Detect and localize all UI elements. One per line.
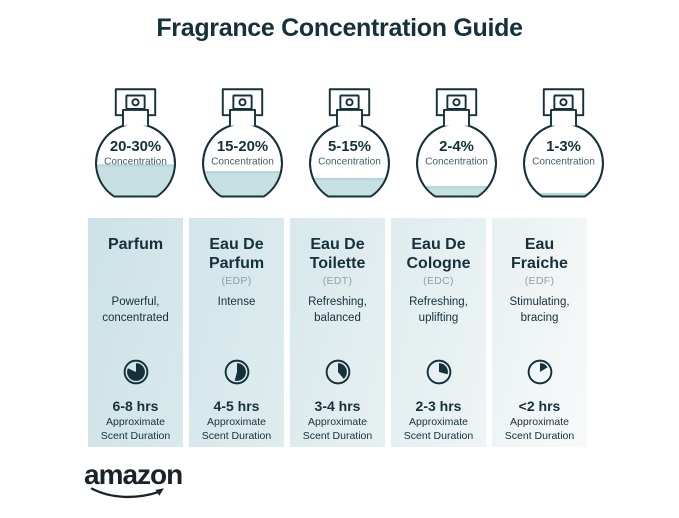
fragrance-abbr: (EDF) — [524, 275, 555, 288]
fragrance-description: Refreshing, uplifting — [409, 296, 468, 325]
clock-pie-icon — [426, 359, 451, 385]
fragrance-description: Refreshing, balanced — [308, 296, 367, 325]
perfume-bottle-icon: 20-30% Concentration — [95, 88, 176, 198]
fragrance-description: Intense — [217, 296, 256, 308]
perfume-bottle-icon: 1-3% Concentration — [523, 88, 604, 198]
concentration-value: 1-3% — [546, 139, 581, 155]
perfume-bottle-icon: 5-15% Concentration — [309, 88, 390, 198]
duration-value: 6-8 hrs — [112, 398, 159, 414]
amazon-logo-text: amazon — [84, 459, 183, 490]
fragrance-name: Eau De Toilette — [309, 236, 366, 272]
duration-icon-wrap — [189, 358, 284, 386]
bottle-eau-de-cologne: 2-4% Concentration — [406, 84, 507, 208]
perfume-bottle-icon: 15-20% Concentration — [202, 88, 283, 198]
duration-value: <2 hrs — [518, 398, 561, 414]
card-eau-de-toilette: Eau De Toilette (EDT) Refreshing, balanc… — [290, 218, 385, 447]
bottle-neck — [122, 108, 149, 126]
concentration-label: Concentration — [318, 156, 381, 167]
clock-pie-icon — [123, 359, 148, 385]
amazon-smile-icon — [90, 487, 164, 499]
duration-value: 4-5 hrs — [213, 398, 260, 414]
bottle-eau-de-parfum: 15-20% Concentration — [192, 84, 293, 208]
clock-pie-icon — [527, 359, 552, 385]
fragrance-name: Eau Fraiche — [511, 236, 568, 272]
duration-icon-wrap — [492, 358, 587, 386]
card-eau-fraiche: Eau Fraiche (EDF) Stimulating, bracing <… — [492, 218, 587, 447]
concentration-value: 20-30% — [110, 139, 161, 155]
card-eau-de-parfum: Eau De Parfum (EDP) Intense 4-5 hrs Appr… — [189, 218, 284, 447]
card-heading: Eau De Cologne (EDC) — [391, 218, 486, 294]
clock-pie-icon — [325, 359, 350, 385]
fragrance-abbr: (EDC) — [423, 275, 454, 288]
duration-label: Approximate Scent Duration — [100, 416, 171, 442]
perfume-bottle-icon: 2-4% Concentration — [416, 88, 497, 198]
card-eau-de-cologne: Eau De Cologne (EDC) Refreshing, uplifti… — [391, 218, 486, 447]
bottle-eau-fraiche: 1-3% Concentration — [513, 84, 614, 208]
clock-pie-icon — [224, 359, 249, 385]
duration-label: Approximate Scent Duration — [201, 416, 272, 442]
bottle-neck — [229, 108, 256, 126]
duration-value: 3-4 hrs — [314, 398, 361, 414]
bottle-neck — [550, 108, 577, 126]
fragrance-cards-row: Parfum Powerful, concentrated 6-8 hrs Ap… — [88, 218, 587, 447]
fragrance-name: Eau De Cologne — [406, 236, 471, 272]
duration-icon-wrap — [391, 358, 486, 386]
duration-icon-wrap — [290, 358, 385, 386]
card-heading: Eau Fraiche (EDF) — [492, 218, 587, 294]
fragrance-name: Parfum — [107, 236, 164, 253]
concentration-value: 5-15% — [328, 139, 371, 155]
duration-label: Approximate Scent Duration — [302, 416, 373, 442]
fragrance-name: Eau De Parfum — [208, 236, 265, 272]
card-heading: Parfum — [88, 218, 183, 294]
bottle-neck — [336, 108, 363, 126]
concentration-label: Concentration — [425, 156, 488, 167]
bottles-row: 20-30% Concentration 15-20% Concentratio… — [85, 84, 604, 208]
card-parfum: Parfum Powerful, concentrated 6-8 hrs Ap… — [88, 218, 183, 447]
bottle-neck — [443, 108, 470, 126]
duration-label: Approximate Scent Duration — [504, 416, 575, 442]
fragrance-abbr: (EDT) — [322, 275, 353, 288]
duration-label: Approximate Scent Duration — [403, 416, 474, 442]
fragrance-abbr: (EDP) — [221, 275, 252, 288]
concentration-label: Concentration — [104, 156, 167, 167]
card-heading: Eau De Parfum (EDP) — [189, 218, 284, 294]
duration-icon-wrap — [88, 358, 183, 386]
bottle-eau-de-toilette: 5-15% Concentration — [299, 84, 400, 208]
bottle-parfum: 20-30% Concentration — [85, 84, 186, 208]
concentration-value: 15-20% — [217, 139, 268, 155]
fragrance-description: Stimulating, bracing — [509, 296, 570, 325]
concentration-label: Concentration — [532, 156, 595, 167]
concentration-label: Concentration — [211, 156, 274, 167]
duration-value: 2-3 hrs — [415, 398, 462, 414]
concentration-value: 2-4% — [439, 139, 474, 155]
fragrance-description: Powerful, concentrated — [102, 296, 169, 325]
page-title: Fragrance Concentration Guide — [156, 14, 523, 42]
card-heading: Eau De Toilette (EDT) — [290, 218, 385, 294]
amazon-logo: amazon — [84, 461, 194, 501]
